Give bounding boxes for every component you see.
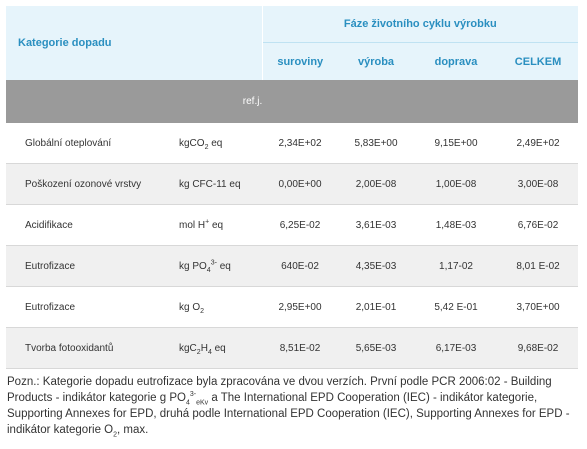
impact-category-name: Acidifikace	[6, 204, 167, 246]
value-vyroba: 5,83E+00	[338, 123, 415, 164]
value-celkem: 2,49E+02	[498, 123, 579, 164]
value-vyroba: 4,35E-03	[338, 245, 415, 287]
impact-table: Kategorie dopadu Fáze životního cyklu vý…	[6, 6, 579, 369]
value-suroviny: 2,95E+00	[262, 286, 339, 328]
column-header-vyroba: výroba	[338, 42, 415, 80]
value-vyroba: 5,65E-03	[338, 327, 415, 369]
reference-unit-row: ref.j.	[6, 80, 579, 123]
value-celkem: 3,00E-08	[498, 163, 579, 205]
impact-unit: mol H+ eq	[167, 204, 263, 246]
impact-table-wrapper: Kategorie dopadu Fáze životního cyklu vý…	[6, 6, 579, 369]
value-suroviny: 8,51E-02	[262, 327, 339, 369]
impact-unit: kg O2	[167, 286, 263, 328]
table-row: Poškození ozonové vrstvy kg CFC-11 eq 0,…	[6, 163, 579, 205]
value-doprava: 9,15E+00	[414, 123, 499, 164]
value-vyroba: 2,00E-08	[338, 163, 415, 205]
impact-unit: kgC2H4 eq	[167, 327, 263, 369]
impact-category-name: Tvorba fotooxidantů	[6, 327, 167, 369]
impact-category-name: Globální oteplování	[6, 123, 167, 164]
table-row: Tvorba fotooxidantů kgC2H4 eq 8,51E-02 5…	[6, 327, 579, 369]
footnote: Pozn.: Kategorie dopadu eutrofizace byla…	[7, 376, 570, 439]
value-celkem: 9,68E-02	[498, 327, 579, 369]
value-suroviny: 640E-02	[262, 245, 339, 287]
table-row: Acidifikace mol H+ eq 6,25E-02 3,61E-03 …	[6, 204, 579, 246]
table-row: Eutrofizace kg O2 2,95E+00 2,01E-01 5,42…	[6, 286, 579, 328]
value-vyroba: 3,61E-03	[338, 204, 415, 246]
impact-unit: kg CFC-11 eq	[167, 163, 263, 205]
table-row: Eutrofizace kg PO43- eq 640E-02 4,35E-03…	[6, 245, 579, 287]
impact-category-name: Poškození ozonové vrstvy	[6, 163, 167, 205]
column-header-celkem: CELKEM	[498, 42, 579, 80]
value-vyroba: 2,01E-01	[338, 286, 415, 328]
value-doprava: 1,48E-03	[414, 204, 499, 246]
impact-category-name: Eutrofizace	[6, 245, 167, 287]
value-doprava: 6,17E-03	[414, 327, 499, 369]
value-doprava: 1,17-02	[414, 245, 499, 287]
value-celkem: 6,76E-02	[498, 204, 579, 246]
impact-category-name: Eutrofizace	[6, 286, 167, 328]
value-suroviny: 6,25E-02	[262, 204, 339, 246]
impact-unit: kgCO2 eq	[167, 123, 263, 164]
reference-unit-label: ref.j.	[167, 80, 339, 123]
value-suroviny: 0,00E+00	[262, 163, 339, 205]
table-row: Globální oteplování kgCO2 eq 2,34E+02 5,…	[6, 123, 579, 164]
category-header: Kategorie dopadu	[6, 6, 263, 80]
value-doprava: 1,00E-08	[414, 163, 499, 205]
lifecycle-phase-header: Fáze životního cyklu výrobku	[262, 6, 579, 43]
impact-unit: kg PO43- eq	[167, 245, 263, 287]
column-header-suroviny: suroviny	[262, 42, 339, 80]
value-suroviny: 2,34E+02	[262, 123, 339, 164]
value-doprava: 5,42 E-01	[414, 286, 499, 328]
value-celkem: 8,01 E-02	[498, 245, 579, 287]
value-celkem: 3,70E+00	[498, 286, 579, 328]
column-header-doprava: doprava	[414, 42, 499, 80]
